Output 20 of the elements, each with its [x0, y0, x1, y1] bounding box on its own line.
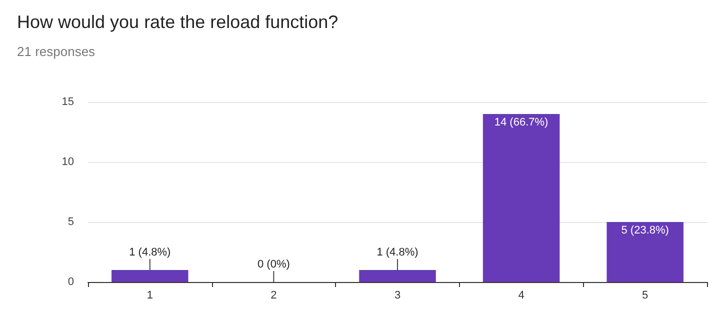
data-label: 14 (66.7%): [494, 116, 548, 128]
x-tick-label: 3: [394, 290, 401, 302]
data-label: 1 (4.8%): [376, 246, 418, 258]
chart-title: How would you rate the reload function?: [17, 12, 338, 32]
bar: [359, 270, 436, 282]
y-tick-label: 0: [68, 276, 74, 288]
data-label: 1 (4.8%): [129, 246, 171, 258]
bar: [606, 222, 684, 282]
data-label: 5 (23.8%): [621, 224, 669, 236]
data-label: 0 (0%): [257, 258, 290, 270]
bar: [112, 270, 188, 282]
y-tick-label: 10: [62, 156, 74, 168]
x-tick-label: 5: [642, 290, 648, 302]
x-tick-label: 4: [518, 290, 524, 302]
y-tick-label: 5: [68, 216, 74, 228]
x-tick-label: 2: [270, 290, 277, 302]
chart-subtitle: 21 responses: [17, 44, 96, 59]
bar: [482, 114, 560, 282]
x-tick-label: 1: [146, 290, 153, 302]
y-tick-label: 15: [62, 96, 74, 108]
